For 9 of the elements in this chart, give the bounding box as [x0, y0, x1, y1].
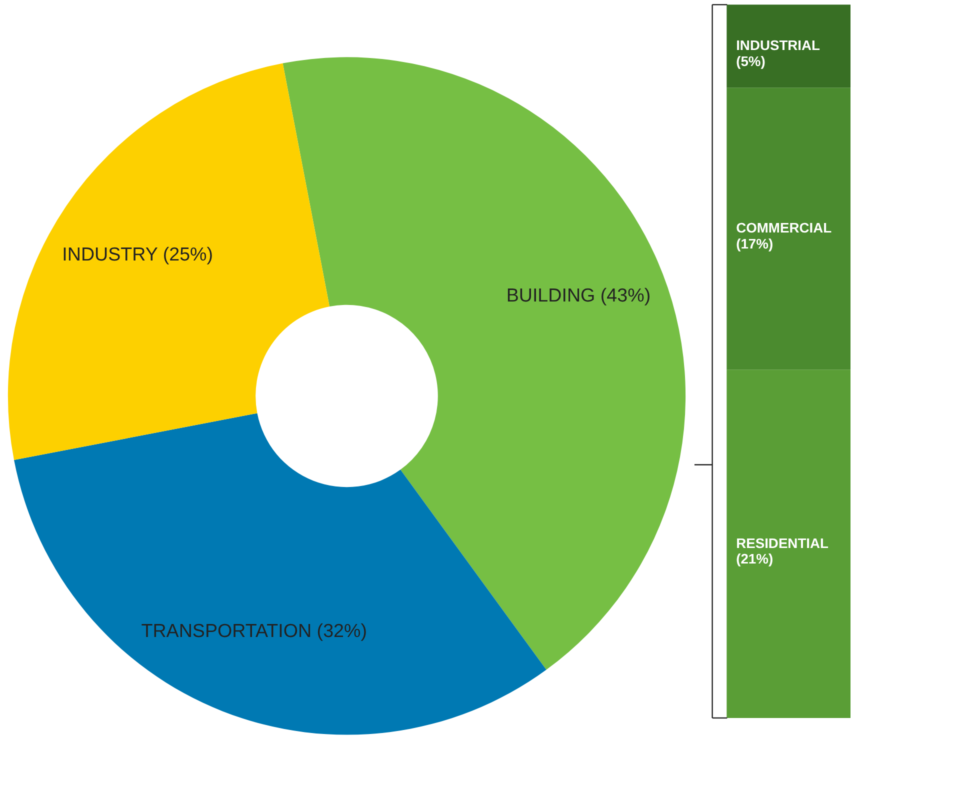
data-label: (21%): [736, 550, 774, 567]
slice-label: BUILDING (43%): [506, 284, 651, 306]
data-label: (5%): [736, 52, 766, 69]
data-label: (17%): [736, 235, 774, 252]
slice-label: INDUSTRY (25%): [62, 243, 214, 264]
series-label: RESIDENTIAL: [736, 534, 830, 551]
series-label: COMMERCIAL: [736, 220, 832, 236]
series-label: INDUSTRIAL: [736, 37, 821, 54]
slice-label: TRANSPORTATION (32%): [141, 620, 367, 641]
